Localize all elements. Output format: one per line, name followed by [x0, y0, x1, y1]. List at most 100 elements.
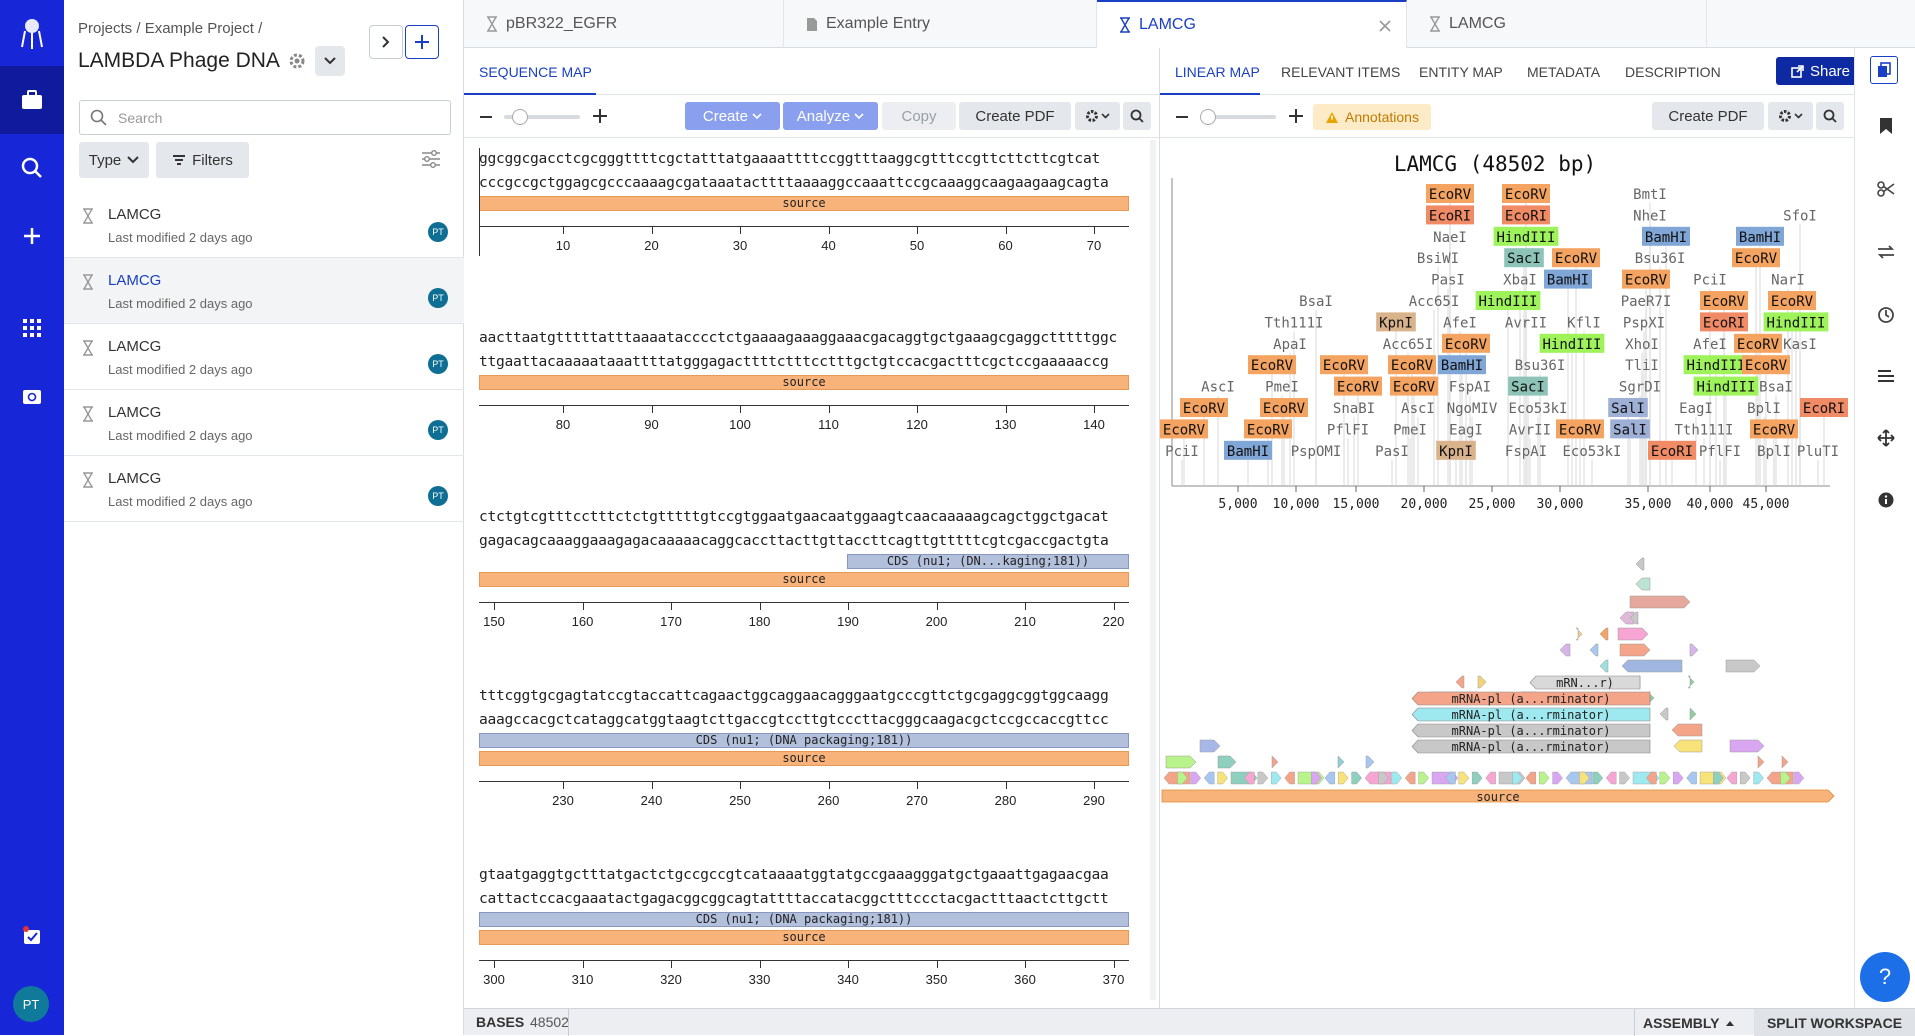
- search-icon[interactable]: [0, 134, 64, 202]
- feature-glyph[interactable]: [1458, 771, 1470, 785]
- enzyme-label[interactable]: BplI: [1747, 401, 1781, 417]
- enzyme-label[interactable]: NheI: [1633, 208, 1667, 224]
- enzyme-label[interactable]: EcoRI: [1429, 208, 1471, 224]
- mrna-feature[interactable]: [1411, 723, 1651, 738]
- feature-glyph[interactable]: [1599, 627, 1609, 641]
- feature-glyph[interactable]: [1257, 771, 1269, 785]
- enzyme-label[interactable]: EcoRV: [1323, 358, 1366, 374]
- feature-glyph[interactable]: [1271, 755, 1279, 769]
- feature-glyph[interactable]: [1629, 611, 1639, 625]
- enzyme-label[interactable]: FspAI: [1505, 444, 1547, 460]
- scissors-icon[interactable]: [1855, 169, 1915, 209]
- enzyme-label[interactable]: ApaI: [1273, 337, 1307, 353]
- feature-glyph[interactable]: [1599, 659, 1609, 673]
- feature-glyph[interactable]: [1217, 771, 1228, 785]
- copy-button[interactable]: Copy: [882, 102, 956, 130]
- enzyme-label[interactable]: SnaBI: [1333, 401, 1375, 417]
- help-button[interactable]: ?: [1860, 952, 1910, 1002]
- feature-glyph[interactable]: [1592, 771, 1604, 785]
- linear-map-canvas[interactable]: LAMCG (48502 bp) 5,000 10,000 15,000 20,000 2…: [1160, 138, 1855, 1008]
- apps-grid-icon[interactable]: [0, 294, 64, 362]
- bookmark-icon[interactable]: [1855, 106, 1915, 146]
- enzyme-label[interactable]: PciI: [1165, 444, 1199, 460]
- feature-glyph[interactable]: [1512, 771, 1523, 785]
- list-item[interactable]: LAMCG Last modified 2 days ago PT: [64, 258, 464, 324]
- settings-menu-button[interactable]: [1075, 102, 1120, 130]
- sliders-icon[interactable]: [421, 150, 441, 168]
- tab-lamcg[interactable]: LAMCG: [1407, 0, 1707, 48]
- feature-glyph[interactable]: [1324, 771, 1335, 785]
- move-icon[interactable]: [1855, 418, 1915, 458]
- feature-glyph[interactable]: [1621, 659, 1683, 673]
- user-avatar[interactable]: PT: [13, 986, 49, 1022]
- feature-glyph[interactable]: [1605, 771, 1617, 785]
- mrna-feature[interactable]: [1529, 675, 1641, 690]
- folder-sync-icon[interactable]: [0, 362, 64, 430]
- enzyme-label[interactable]: BsaI: [1759, 380, 1793, 396]
- enzyme-label[interactable]: HindIII: [1496, 230, 1555, 246]
- enzyme-label[interactable]: TliI: [1625, 358, 1659, 374]
- feature-glyph[interactable]: [1646, 771, 1657, 785]
- tab-metadata[interactable]: METADATA: [1527, 64, 1601, 80]
- enzyme-label[interactable]: HindIII: [1542, 337, 1601, 353]
- create-button[interactable]: Create: [685, 102, 780, 130]
- tasks-icon[interactable]: [0, 902, 64, 970]
- enzyme-label[interactable]: EcoRV: [1263, 401, 1306, 417]
- feature-glyph[interactable]: [1659, 771, 1671, 785]
- feature-glyph[interactable]: [1199, 739, 1221, 753]
- feature-glyph[interactable]: [1579, 771, 1590, 785]
- feature-glyph[interactable]: [1539, 771, 1550, 785]
- enzyme-label[interactable]: BplI: [1757, 444, 1791, 460]
- feature-glyph[interactable]: [1477, 675, 1487, 689]
- enzyme-label[interactable]: BmtI: [1633, 187, 1667, 203]
- feature-glyph[interactable]: [1659, 707, 1669, 721]
- sequence-bottom-strand[interactable]: cccgccgctggagcgcccaaaagcgataaatacttttaaa…: [479, 174, 1109, 191]
- feature-glyph[interactable]: [1619, 771, 1630, 785]
- zoom-slider-thumb[interactable]: [512, 109, 528, 125]
- sequence-top-strand[interactable]: tttcggtgcgagtatccgtaccattcagaactggcaggaa…: [479, 687, 1109, 704]
- enzyme-label[interactable]: BamHI: [1739, 230, 1781, 246]
- feature-glyph[interactable]: [1635, 557, 1645, 571]
- analyze-button[interactable]: Analyze: [783, 102, 878, 130]
- breadcrumb-example-project[interactable]: Example Project: [144, 20, 254, 37]
- scrollbar[interactable]: [1150, 140, 1156, 1000]
- feature-glyph[interactable]: [1726, 771, 1737, 785]
- feature-glyph[interactable]: [1378, 771, 1389, 785]
- feature-glyph[interactable]: [1311, 771, 1322, 785]
- feature-glyph[interactable]: [1165, 755, 1197, 769]
- tab-entity-map[interactable]: ENTITY MAP: [1419, 64, 1503, 80]
- source-feature[interactable]: [1161, 789, 1835, 803]
- feature-source[interactable]: source: [479, 751, 1129, 766]
- feature-glyph[interactable]: [1753, 771, 1764, 785]
- enzyme-label[interactable]: BsiWI: [1417, 251, 1459, 267]
- feature-cds[interactable]: CDS (nu1; (DN...kaging;181)): [847, 554, 1129, 569]
- enzyme-label[interactable]: SgrDI: [1619, 380, 1661, 396]
- create-pdf-button[interactable]: Create PDF: [959, 102, 1071, 130]
- tab-linear-map[interactable]: LINEAR MAP: [1175, 64, 1260, 80]
- feature-glyph[interactable]: [1485, 771, 1496, 785]
- enzyme-label[interactable]: SacI: [1507, 251, 1541, 267]
- split-workspace-button[interactable]: SPLIT WORKSPACE: [1754, 1009, 1915, 1036]
- feature-glyph[interactable]: [1793, 771, 1805, 785]
- enzyme-label[interactable]: SacI: [1511, 380, 1545, 396]
- find-button[interactable]: [1816, 102, 1844, 130]
- enzyme-label[interactable]: EcoRV: [1247, 422, 1290, 438]
- feature-glyph[interactable]: [1725, 659, 1761, 673]
- feature-glyph[interactable]: [1337, 755, 1345, 769]
- zoom-out-icon[interactable]: [479, 110, 493, 124]
- assembly-toggle[interactable]: ASSEMBLY: [1634, 1009, 1734, 1036]
- enzyme-label[interactable]: EcoRV: [1737, 337, 1780, 353]
- feature-source[interactable]: source: [479, 196, 1129, 211]
- enzyme-label[interactable]: PmeI: [1393, 422, 1427, 438]
- feature-glyph[interactable]: [1671, 723, 1703, 737]
- feature-glyph[interactable]: [1713, 771, 1724, 785]
- feature-glyph[interactable]: [1418, 771, 1429, 785]
- feature-glyph[interactable]: [1781, 755, 1789, 769]
- enzyme-label[interactable]: SalI: [1611, 401, 1645, 417]
- mrna-feature[interactable]: [1411, 707, 1651, 722]
- feature-glyph[interactable]: [1617, 627, 1649, 641]
- zoom-slider[interactable]: [504, 109, 580, 125]
- feature-source[interactable]: source: [479, 375, 1129, 390]
- enzyme-label[interactable]: BamHI: [1547, 273, 1589, 289]
- enzyme-label[interactable]: EcoRV: [1771, 294, 1814, 310]
